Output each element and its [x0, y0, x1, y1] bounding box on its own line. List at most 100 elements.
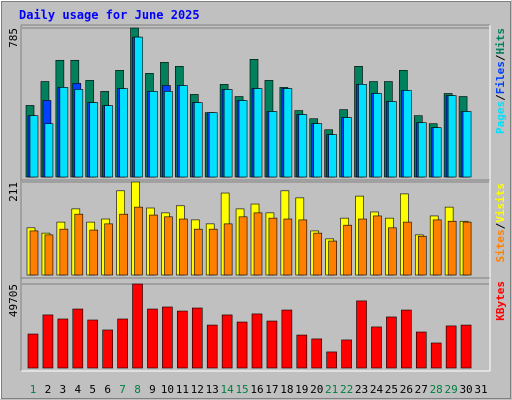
bar [298, 114, 308, 178]
bar [164, 216, 173, 276]
bar [403, 221, 412, 276]
x-tick-label: 20 [310, 383, 323, 396]
bar [193, 102, 203, 178]
bar [296, 334, 308, 369]
bar [149, 214, 158, 276]
bar [162, 306, 173, 369]
bar [223, 223, 233, 276]
y-tick-label: 785 [7, 28, 20, 48]
bar [417, 235, 427, 276]
bar [417, 122, 427, 178]
bar [74, 213, 84, 276]
bar [89, 102, 99, 178]
bar [179, 218, 188, 276]
bar [313, 232, 323, 276]
bar [251, 313, 263, 369]
x-tick-label: 28 [430, 383, 443, 396]
bar [447, 220, 457, 276]
bar [236, 321, 248, 369]
x-tick-label: 26 [400, 383, 413, 396]
bar [44, 234, 54, 276]
bar [27, 333, 39, 369]
x-tick-label: 27 [415, 383, 428, 396]
bar [42, 314, 54, 369]
legend-entry: KBytes [494, 281, 507, 321]
x-tick-label: 30 [459, 383, 472, 396]
bar [57, 318, 69, 369]
bar [29, 230, 39, 276]
legend-entry: Pages [494, 101, 507, 134]
bar [298, 219, 308, 276]
x-tick-label: 6 [104, 383, 111, 396]
legend: Pages/Files/Hits [494, 28, 507, 134]
bar [401, 309, 412, 369]
bar [432, 127, 442, 178]
legend-entry: Visits [494, 183, 507, 223]
x-tick-label: 7 [119, 383, 126, 396]
legend-entry: Files [494, 61, 507, 94]
x-tick-label: 10 [161, 383, 174, 396]
bar [253, 212, 263, 276]
bar [134, 36, 143, 178]
bar [281, 309, 293, 369]
x-tick-label: 19 [295, 383, 308, 396]
x-tick-label: 8 [134, 383, 141, 396]
bar [283, 88, 293, 178]
bar [313, 123, 323, 178]
bar [462, 221, 472, 276]
x-tick-label: 11 [176, 383, 189, 396]
bar [117, 318, 128, 369]
legend: KBytes [494, 281, 507, 321]
x-tick-label: 21 [325, 383, 338, 396]
bar [371, 326, 382, 369]
x-tick-label: 1 [30, 383, 37, 396]
bar [268, 217, 278, 276]
x-tick-label: 12 [191, 383, 204, 396]
bar [132, 283, 143, 369]
bar [72, 308, 84, 369]
bar [356, 300, 367, 369]
bar [223, 89, 233, 178]
bar [89, 229, 99, 276]
legend-separator: / [494, 54, 507, 61]
x-tick-label: 15 [235, 383, 248, 396]
bar [358, 218, 367, 276]
bar [373, 215, 382, 276]
bar [328, 240, 337, 276]
bar [386, 316, 397, 369]
x-tick-label: 4 [74, 383, 81, 396]
bar [432, 219, 442, 276]
bar [462, 111, 472, 178]
bar [147, 308, 158, 369]
bar [388, 101, 397, 178]
bar [343, 117, 352, 178]
bar [341, 339, 352, 369]
x-tick-label: 16 [250, 383, 263, 396]
x-tick-label: 24 [370, 383, 384, 396]
bar [191, 307, 203, 369]
bar [268, 111, 278, 178]
bar [104, 223, 113, 276]
bar [177, 310, 188, 369]
x-tick-label: 18 [280, 383, 293, 396]
legend-separator: / [494, 94, 507, 101]
bar [59, 87, 69, 178]
bar [149, 91, 158, 178]
y-tick-label: 211 [7, 182, 20, 202]
bar [403, 90, 412, 178]
x-tick-label: 23 [355, 383, 368, 396]
bar [460, 324, 472, 369]
legend: Sites/Visits [494, 183, 507, 263]
bar [208, 112, 218, 178]
bar [102, 329, 113, 369]
x-tick-label: 29 [445, 383, 458, 396]
x-tick-label: 31 [474, 383, 487, 396]
x-tick-label: 22 [340, 383, 353, 396]
x-tick-label: 14 [221, 383, 235, 396]
bar [238, 216, 248, 276]
x-tick-label: 5 [89, 383, 96, 396]
bar [193, 228, 203, 276]
bar [447, 95, 457, 178]
bar [373, 93, 382, 178]
